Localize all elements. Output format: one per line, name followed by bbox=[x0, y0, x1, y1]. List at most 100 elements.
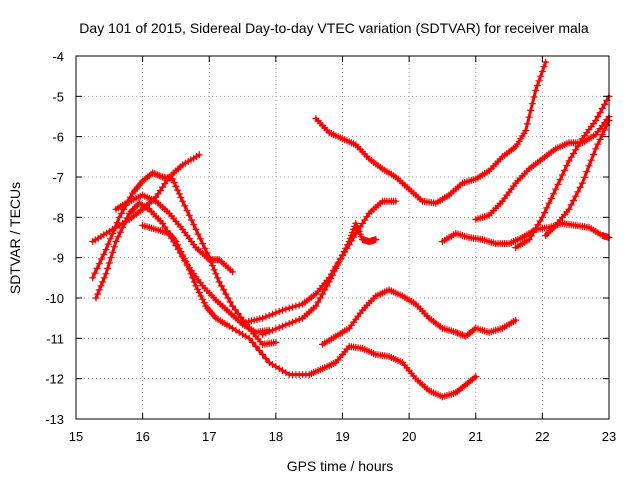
data-point bbox=[114, 233, 122, 241]
data-point bbox=[175, 190, 183, 198]
data-point bbox=[292, 317, 300, 325]
data-point bbox=[269, 326, 276, 334]
data-point bbox=[563, 162, 571, 170]
data-point bbox=[334, 261, 341, 269]
data-point bbox=[190, 278, 198, 286]
series-arc-9 bbox=[319, 286, 520, 348]
chart-title: Day 101 of 2015, Sidereal Day-to-day VTE… bbox=[79, 20, 589, 36]
data-point bbox=[98, 255, 105, 263]
data-point bbox=[110, 243, 118, 251]
data-point bbox=[132, 203, 140, 211]
y-tick-label: -4 bbox=[52, 49, 64, 64]
y-axis-label: SDTVAR / TECUs bbox=[7, 182, 23, 294]
data-point bbox=[592, 145, 600, 153]
data-point bbox=[174, 186, 182, 194]
data-point bbox=[185, 211, 193, 219]
data-point bbox=[314, 298, 322, 306]
data-point bbox=[282, 321, 290, 329]
x-axis-label: GPS time / hours bbox=[287, 458, 394, 474]
data-point bbox=[342, 244, 350, 252]
data-point bbox=[95, 286, 103, 294]
data-point bbox=[533, 82, 541, 90]
data-point bbox=[323, 282, 331, 290]
data-point bbox=[455, 330, 463, 338]
data-point bbox=[527, 106, 535, 114]
series-arc-8 bbox=[312, 58, 550, 207]
data-point bbox=[596, 135, 604, 143]
data-point bbox=[592, 117, 600, 124]
data-point bbox=[102, 246, 110, 254]
data-point bbox=[214, 274, 222, 282]
data-point bbox=[157, 172, 165, 180]
data-point bbox=[262, 355, 270, 362]
data-point bbox=[538, 68, 546, 75]
data-point bbox=[578, 179, 586, 187]
data-point bbox=[92, 294, 100, 302]
data-point bbox=[576, 138, 584, 146]
data-point bbox=[538, 213, 546, 221]
data-point bbox=[200, 299, 208, 307]
data-point bbox=[574, 188, 582, 196]
data-point bbox=[188, 216, 195, 224]
data-point bbox=[295, 316, 303, 323]
data-point bbox=[94, 290, 102, 298]
data-point bbox=[177, 248, 185, 256]
data-point bbox=[107, 254, 115, 262]
data-point bbox=[195, 151, 203, 159]
data-point bbox=[452, 328, 460, 336]
data-point bbox=[184, 262, 192, 270]
y-axis: -4 -5 -6 -7 -8 -9 -10 -11 -12 -13 bbox=[45, 49, 609, 427]
data-point bbox=[319, 290, 326, 298]
data-point bbox=[344, 241, 351, 249]
data-point bbox=[470, 374, 478, 382]
y-tick-label: -7 bbox=[52, 170, 64, 185]
data-point bbox=[215, 278, 223, 286]
data-point bbox=[325, 278, 333, 286]
data-point bbox=[111, 224, 119, 232]
series-arc-7 bbox=[259, 219, 380, 338]
data-point bbox=[545, 228, 553, 236]
data-point bbox=[201, 244, 209, 252]
data-point bbox=[179, 251, 187, 259]
x-tick-label: 16 bbox=[135, 429, 149, 444]
data-point bbox=[534, 221, 542, 229]
data-point bbox=[182, 258, 190, 266]
data-point bbox=[282, 305, 290, 313]
data-point bbox=[259, 314, 267, 322]
data-point bbox=[543, 204, 551, 212]
data-point bbox=[185, 266, 193, 274]
data-point bbox=[100, 274, 108, 282]
data-point bbox=[222, 290, 230, 298]
data-point bbox=[542, 58, 550, 66]
data-point bbox=[119, 223, 127, 231]
data-point bbox=[347, 232, 355, 239]
data-point bbox=[457, 330, 465, 338]
data-point bbox=[581, 173, 589, 181]
data-point bbox=[567, 201, 575, 209]
data-point bbox=[192, 225, 200, 233]
data-point bbox=[113, 219, 121, 227]
data-point bbox=[180, 254, 188, 262]
data-point bbox=[279, 322, 286, 330]
data-point bbox=[187, 270, 195, 278]
data-point bbox=[199, 240, 207, 248]
data-point bbox=[372, 236, 380, 243]
data-point bbox=[527, 232, 535, 240]
data-point bbox=[218, 282, 225, 290]
data-point bbox=[116, 228, 124, 236]
data-point bbox=[129, 206, 137, 214]
data-point bbox=[332, 264, 340, 272]
data-point bbox=[234, 310, 242, 317]
data-point bbox=[130, 204, 138, 212]
data-point bbox=[289, 318, 296, 326]
x-axis: 15 16 17 18 19 20 21 22 23 bbox=[69, 56, 616, 444]
data-point bbox=[249, 338, 257, 346]
data-point bbox=[528, 100, 536, 108]
data-point bbox=[170, 179, 178, 187]
data-point bbox=[330, 268, 338, 276]
series-line bbox=[244, 199, 398, 324]
data-point bbox=[279, 306, 286, 314]
data-point bbox=[525, 236, 533, 243]
data-point bbox=[159, 219, 167, 227]
